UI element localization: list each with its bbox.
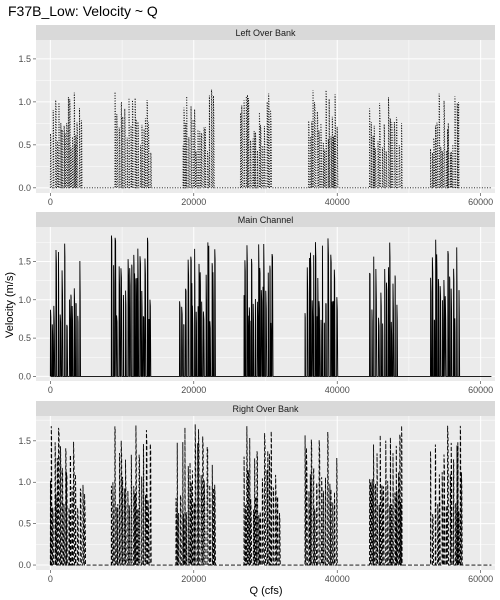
series-line-dotted — [49, 89, 492, 189]
facet-strip-label: Main Channel — [238, 215, 294, 225]
series-line-dashed — [49, 424, 492, 566]
y-tick-label: 0.5 — [18, 519, 31, 529]
y-tick-label: 0.5 — [18, 333, 31, 343]
facet-strip-label: Left Over Bank — [235, 28, 296, 38]
y-tick-label: 0.0 — [18, 371, 31, 381]
y-tick-label: 1.5 — [18, 54, 31, 64]
y-tick-label: 0.5 — [18, 140, 31, 150]
y-tick-label: 1.0 — [18, 477, 31, 487]
x-tick-label: 0 — [48, 197, 53, 207]
y-axis-title: Velocity (m/s) — [4, 272, 16, 338]
x-tick-label: 40000 — [325, 574, 350, 584]
y-tick-label: 0.0 — [18, 183, 31, 193]
y-tick-label: 0.0 — [18, 560, 31, 570]
chart-title: F37B_Low: Velocity ~ Q — [8, 3, 158, 19]
x-tick-label: 60000 — [468, 197, 493, 207]
facet-1: Main Channel 0.0 0.5 1.0 1.5 0 20000 40000 60000 — [18, 212, 495, 395]
y-tick-label: 1.0 — [18, 295, 31, 305]
x-tick-label: 0 — [48, 574, 53, 584]
facet-2: Right Over Bank 0.0 0.5 1.0 1.5 0 20000 40000 60… — [18, 401, 495, 584]
facet-panels: Left Over Bank 0.0 0.5 1.0 1.5 0 20000 40000 600… — [18, 25, 495, 584]
x-tick-label: 20000 — [181, 197, 206, 207]
x-tick-label: 40000 — [325, 385, 350, 395]
facet-0: Left Over Bank 0.0 0.5 1.0 1.5 0 20000 40000 600… — [18, 25, 495, 207]
facet-strip — [36, 25, 495, 40]
x-tick-label: 0 — [48, 385, 53, 395]
x-tick-label: 20000 — [181, 385, 206, 395]
y-tick-label: 1.0 — [18, 97, 31, 107]
facet-strip-label: Right Over Bank — [232, 404, 299, 414]
x-tick-label: 20000 — [181, 574, 206, 584]
y-tick-label: 1.5 — [18, 256, 31, 266]
x-tick-label: 40000 — [325, 197, 350, 207]
facet-strip — [36, 212, 495, 227]
x-axis-title: Q (cfs) — [250, 585, 283, 597]
facet-strip — [36, 401, 495, 416]
y-tick-label: 1.5 — [18, 436, 31, 446]
series-line-solid — [49, 235, 492, 377]
x-tick-label: 60000 — [468, 385, 493, 395]
x-tick-label: 60000 — [468, 574, 493, 584]
